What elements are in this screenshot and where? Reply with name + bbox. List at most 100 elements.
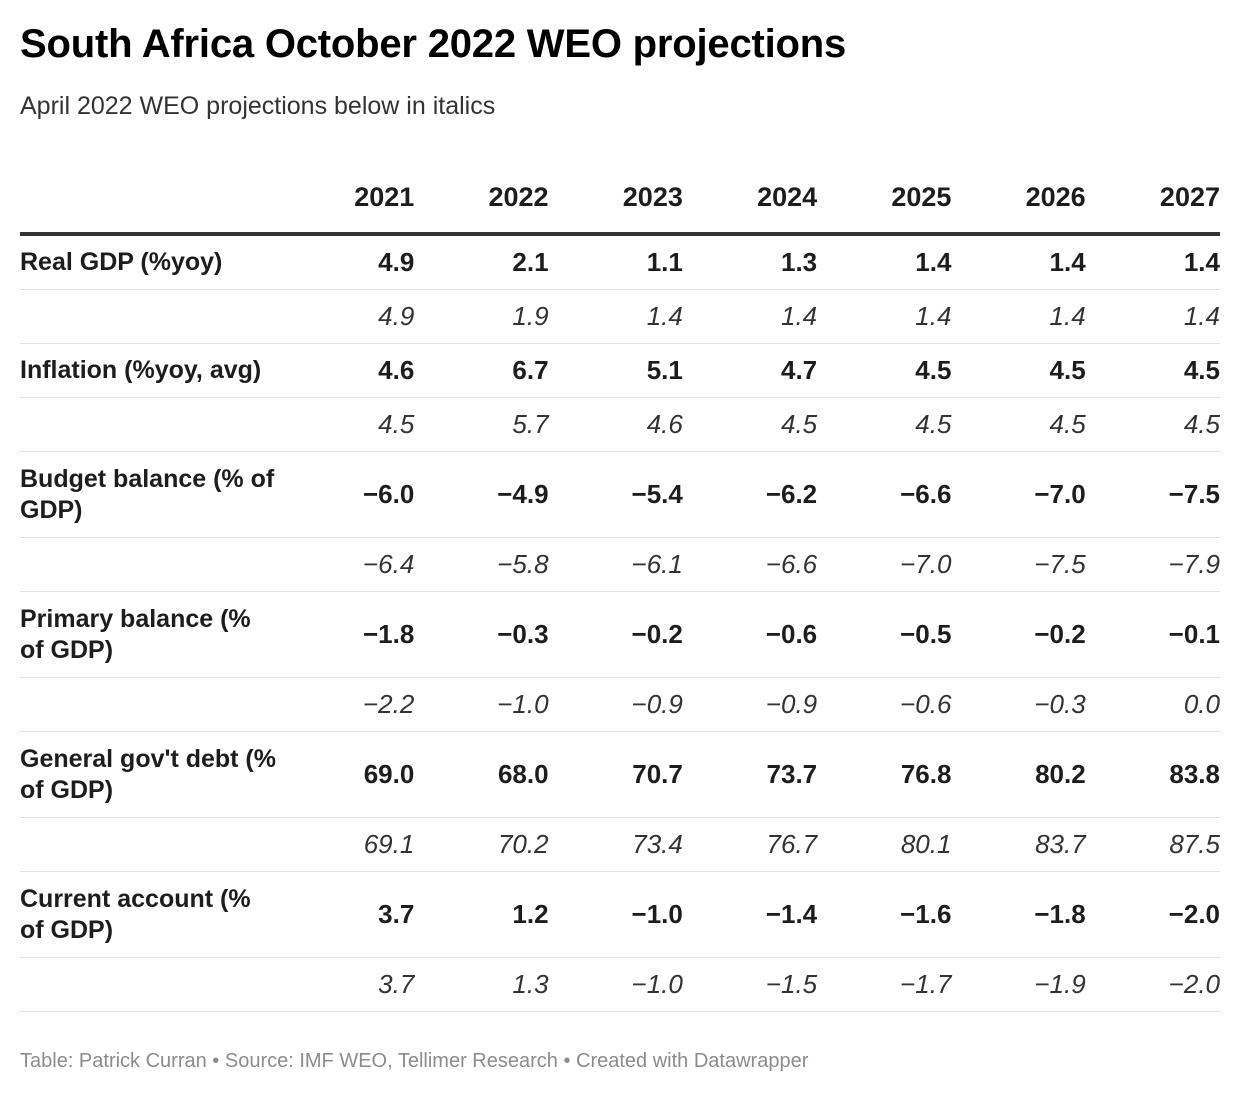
april-value-cell: 70.2	[414, 817, 549, 872]
april-value-cell: −7.5	[951, 537, 1086, 592]
october-value-cell: 4.7	[682, 343, 818, 398]
april-value-cell: −1.0	[414, 677, 549, 732]
table-body: Real GDP (%yoy) 4.9 2.1 1.1 1.3 1.4 1.4 1.4 4.9 1…	[20, 234, 1220, 1012]
april-value-cell: 73.4	[548, 817, 683, 872]
projections-table: 2021 2022 2023 2024 2025 2026 2027 Real …	[20, 162, 1220, 1012]
column-header	[20, 162, 281, 236]
april-value-cell: −0.6	[817, 677, 952, 732]
april-value-cell: −7.9	[1085, 537, 1220, 592]
october-value-cell: 73.7	[682, 731, 818, 818]
april-value-cell: 4.5	[682, 397, 818, 452]
october-value-cell: 70.7	[548, 731, 683, 818]
april-value-cell: 87.5	[1085, 817, 1220, 872]
table-row-october: Budget balance (% of GDP) −6.0 −4.9 −5.4 −6.…	[20, 451, 1220, 538]
april-value-cell: 4.9	[280, 289, 415, 344]
april-value-cell: 1.4	[548, 289, 683, 344]
october-value-cell: −7.5	[1085, 451, 1220, 538]
chart-title: South Africa October 2022 WEO projection…	[20, 22, 847, 66]
october-value-cell: −0.1	[1085, 591, 1220, 678]
october-value-cell: 69.0	[280, 731, 415, 818]
october-value-cell: 4.5	[1085, 343, 1220, 398]
table-row-october: Current account (% of GDP) 3.7 1.2 −1.0 −1.4…	[20, 871, 1220, 958]
april-value-cell: −1.9	[951, 957, 1086, 1012]
empty-label-cell	[20, 817, 281, 872]
october-value-cell: 1.4	[817, 234, 952, 290]
october-value-cell: −5.4	[548, 451, 683, 538]
october-value-cell: 1.2	[414, 871, 549, 958]
header-row: 2021 2022 2023 2024 2025 2026 2027	[20, 162, 1220, 236]
april-value-cell: −7.0	[817, 537, 952, 592]
october-value-cell: −6.0	[280, 451, 415, 538]
april-value-cell: −1.7	[817, 957, 952, 1012]
april-value-cell: −2.2	[280, 677, 415, 732]
empty-label-cell	[20, 677, 281, 732]
october-value-cell: −2.0	[1085, 871, 1220, 958]
row-label: Primary balance (% of GDP)	[20, 591, 281, 678]
october-value-cell: 5.1	[548, 343, 683, 398]
october-value-cell: −0.5	[817, 591, 952, 678]
april-value-cell: −0.3	[951, 677, 1086, 732]
october-value-cell: −1.0	[548, 871, 683, 958]
october-value-cell: −6.2	[682, 451, 818, 538]
october-value-cell: 3.7	[280, 871, 415, 958]
april-value-cell: 4.6	[548, 397, 683, 452]
october-value-cell: −0.3	[414, 591, 549, 678]
october-value-cell: 6.7	[414, 343, 549, 398]
column-header: 2022	[414, 162, 549, 236]
column-header: 2021	[280, 162, 415, 236]
october-value-cell: 80.2	[951, 731, 1086, 818]
october-value-cell: 4.5	[951, 343, 1086, 398]
april-value-cell: −6.6	[682, 537, 818, 592]
october-value-cell: −1.8	[951, 871, 1086, 958]
october-value-cell: −1.4	[682, 871, 818, 958]
empty-label-cell	[20, 957, 281, 1012]
empty-label-cell	[20, 289, 281, 344]
april-value-cell: −2.0	[1085, 957, 1220, 1012]
table-row-october: Primary balance (% of GDP) −1.8 −0.3 −0.2 −0…	[20, 591, 1220, 678]
april-value-cell: 0.0	[1085, 677, 1220, 732]
october-value-cell: −6.6	[817, 451, 952, 538]
april-value-cell: 1.4	[817, 289, 952, 344]
table-row-april: 69.1 70.2 73.4 76.7 80.1 83.7 87.5	[20, 817, 1220, 872]
october-value-cell: −0.6	[682, 591, 818, 678]
april-value-cell: −6.4	[280, 537, 415, 592]
april-value-cell: 1.4	[951, 289, 1086, 344]
april-value-cell: 80.1	[817, 817, 952, 872]
row-label: Real GDP (%yoy)	[20, 234, 281, 290]
october-value-cell: −4.9	[414, 451, 549, 538]
row-label: General gov't debt (% of GDP)	[20, 731, 281, 818]
october-value-cell: 83.8	[1085, 731, 1220, 818]
october-value-cell: 4.5	[817, 343, 952, 398]
row-label: Inflation (%yoy, avg)	[20, 343, 281, 398]
row-label: Budget balance (% of GDP)	[20, 451, 281, 538]
table-row-october: General gov't debt (% of GDP) 69.0 68.0 70.…	[20, 731, 1220, 818]
april-value-cell: −0.9	[548, 677, 683, 732]
april-value-cell: 4.5	[951, 397, 1086, 452]
october-value-cell: 4.9	[280, 234, 415, 290]
footer-credits: Table: Patrick Curran • Source: IMF WEO,…	[20, 1050, 809, 1072]
october-value-cell: 76.8	[817, 731, 952, 818]
column-header: 2024	[682, 162, 818, 236]
table-row-april: 4.5 5.7 4.6 4.5 4.5 4.5 4.5	[20, 397, 1220, 452]
october-value-cell: 68.0	[414, 731, 549, 818]
october-value-cell: 1.1	[548, 234, 683, 290]
table-row-october: Inflation (%yoy, avg) 4.6 6.7 5.1 4.7 4.5 4.5 4…	[20, 343, 1220, 398]
table-row-april: −6.4 −5.8 −6.1 −6.6 −7.0 −7.5 −7.9	[20, 537, 1220, 592]
april-value-cell: −6.1	[548, 537, 683, 592]
april-value-cell: 1.9	[414, 289, 549, 344]
april-value-cell: 76.7	[682, 817, 818, 872]
october-value-cell: −1.6	[817, 871, 952, 958]
april-value-cell: 69.1	[280, 817, 415, 872]
october-value-cell: −0.2	[951, 591, 1086, 678]
october-value-cell: 1.4	[1085, 234, 1220, 290]
column-header: 2027	[1085, 162, 1220, 236]
october-value-cell: 2.1	[414, 234, 549, 290]
empty-label-cell	[20, 397, 281, 452]
april-value-cell: 4.5	[1085, 397, 1220, 452]
april-value-cell: 4.5	[817, 397, 952, 452]
april-value-cell: −0.9	[682, 677, 818, 732]
october-value-cell: 1.4	[951, 234, 1086, 290]
october-value-cell: −0.2	[548, 591, 683, 678]
april-value-cell: −5.8	[414, 537, 549, 592]
table-row-april: 4.9 1.9 1.4 1.4 1.4 1.4 1.4	[20, 289, 1220, 344]
